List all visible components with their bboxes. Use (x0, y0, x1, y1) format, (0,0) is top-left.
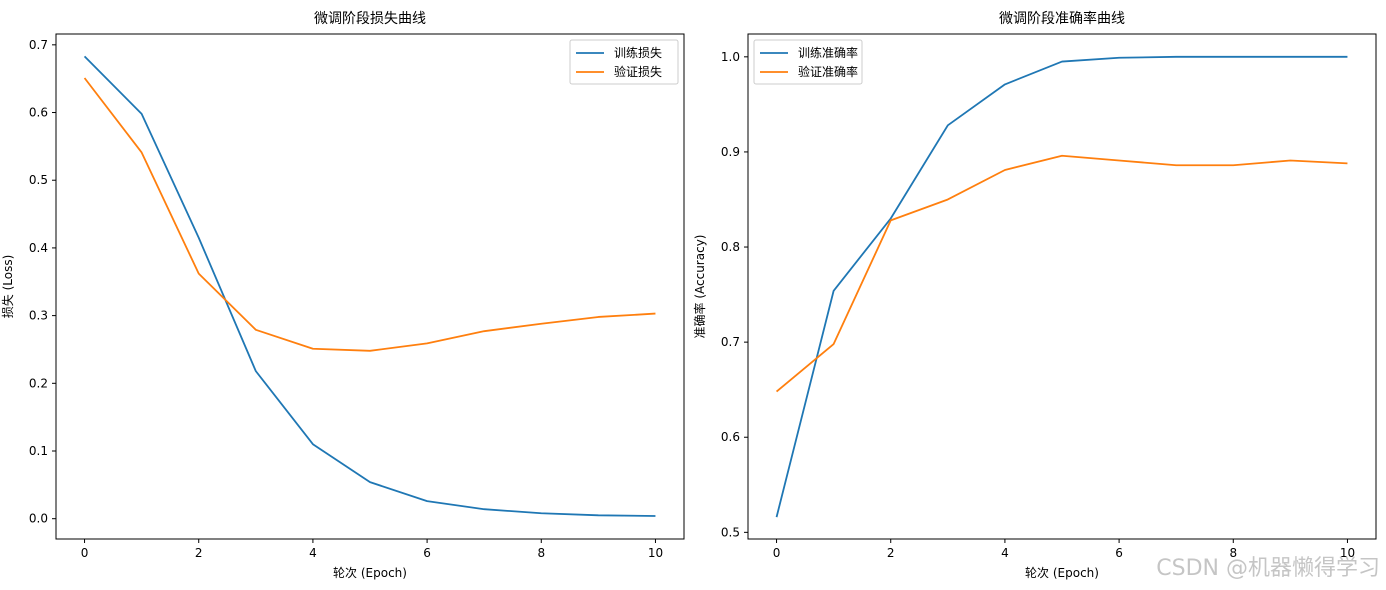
y-tick-label: 0.7 (721, 335, 740, 349)
y-tick-label: 0.0 (29, 512, 48, 526)
y-tick-label: 0.9 (721, 145, 740, 159)
x-axis-label: 轮次 (Epoch) (1025, 566, 1099, 580)
x-tick-label: 4 (1001, 546, 1009, 560)
x-axis-label: 轮次 (Epoch) (333, 566, 407, 580)
x-tick-label: 6 (423, 546, 431, 560)
x-tick-label: 8 (1229, 546, 1237, 560)
y-tick-label: 1.0 (721, 50, 740, 64)
series-line-train (775, 55, 1348, 518)
y-tick-label: 0.7 (29, 38, 48, 52)
y-tick-label: 0.1 (29, 444, 48, 458)
x-tick-label: 10 (1340, 546, 1355, 560)
watermark: CSDN @机器懒得学习 (1156, 556, 1380, 581)
x-tick-label: 0 (81, 546, 89, 560)
y-tick-label: 0.5 (721, 525, 740, 539)
loss-chart: 微调阶段损失曲线 0 2 4 6 8 10 0.0 0.1 0.2 0.3 0.4 0.5 0.6 0.7 轮… (0, 11, 685, 580)
y-tick-label: 0.6 (29, 106, 48, 120)
x-tick-label: 10 (648, 546, 663, 560)
x-tick-label: 8 (537, 546, 545, 560)
plot-frame (55, 33, 685, 540)
legend-box (753, 39, 863, 85)
x-tick-label: 2 (887, 546, 895, 560)
x-tick-label: 6 (1115, 546, 1123, 560)
plot-frame (747, 33, 1377, 540)
y-tick-label: 0.4 (29, 241, 48, 255)
legend-label: 验证损失 (614, 64, 662, 79)
y-axis-label: 准确率 (Accuracy) (692, 235, 707, 339)
x-tick-label: 4 (309, 546, 317, 560)
y-tick-label: 0.8 (721, 240, 740, 254)
legend-label: 训练损失 (614, 45, 662, 60)
x-tick-label: 2 (195, 546, 203, 560)
x-tick-label: 0 (773, 546, 781, 560)
legend-label: 验证准确率 (798, 64, 858, 79)
chart-title: 微调阶段准确率曲线 (999, 10, 1125, 27)
legend-label: 训练准确率 (798, 45, 858, 60)
y-tick-label: 0.2 (29, 376, 48, 390)
accuracy-chart: 微调阶段准确率曲线 0 2 4 6 8 10 0.5 0.6 0.7 0.8 0.9 1.0 轮次 (Ep… (692, 10, 1377, 580)
legend-box (569, 39, 679, 85)
series-line-val (83, 77, 656, 352)
y-tick-label: 0.6 (721, 430, 740, 444)
chart-title: 微调阶段损失曲线 (314, 11, 426, 27)
series-line-train (83, 55, 656, 517)
series-line-val (775, 154, 1348, 393)
y-axis-label: 损失 (Loss) (0, 255, 15, 319)
y-tick-label: 0.3 (29, 309, 48, 323)
y-tick-label: 0.5 (29, 173, 48, 187)
